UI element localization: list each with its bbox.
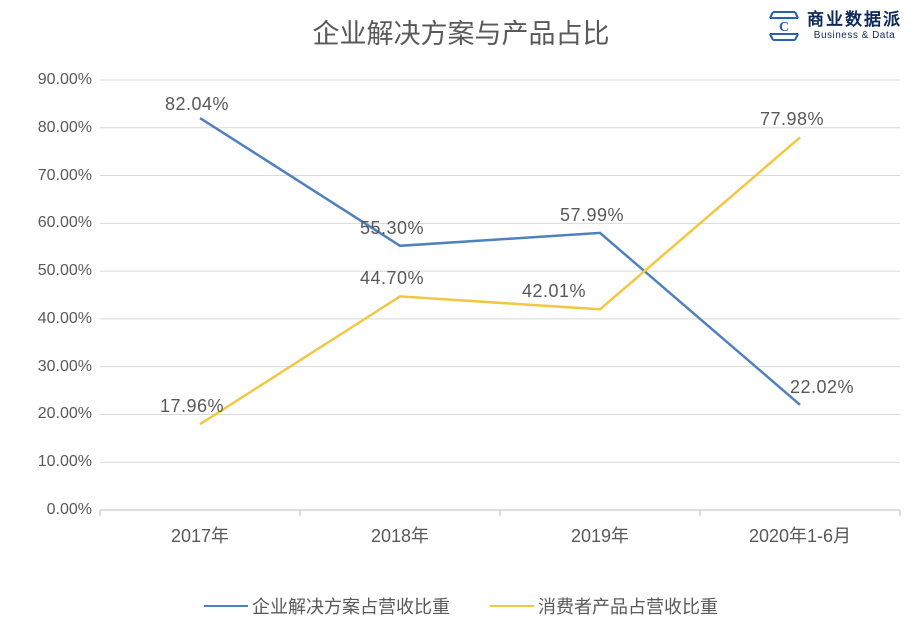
y-axis-label: 40.00% [38,310,92,328]
data-label: 22.02% [790,377,854,398]
y-axis-label: 20.00% [38,405,92,423]
svg-text:C: C [779,20,789,35]
legend-item-enterprise: 企业解决方案占营收比重 [204,593,450,619]
series-line [200,118,800,405]
legend-swatch-1 [490,605,534,608]
data-label: 42.01% [522,281,586,302]
y-axis-label: 70.00% [38,167,92,185]
data-label: 17.96% [160,396,224,417]
logo-icon: C [767,8,801,44]
y-axis-label: 10.00% [38,453,92,471]
data-label: 44.70% [360,268,424,289]
data-label: 82.04% [165,94,229,115]
data-label: 55.30% [360,218,424,239]
x-axis-label: 2018年 [340,522,460,548]
legend-swatch-0 [204,605,248,608]
series-line [200,137,800,424]
y-axis-label: 50.00% [38,262,92,280]
y-axis-label: 60.00% [38,214,92,232]
x-axis-label: 2017年 [140,522,260,548]
line-chart: 0.00% 10.00% 20.00% 30.00% 40.00% 50.00% 60.00… [0,60,922,570]
chart-legend: 企业解决方案占营收比重 消费者产品占营收比重 [0,593,922,619]
legend-label-0: 企业解决方案占营收比重 [252,593,450,619]
legend-item-consumer: 消费者产品占营收比重 [490,593,718,619]
x-axis-label: 2019年 [540,522,660,548]
brand-logo: C 商业数据派 Business & Data [767,8,902,44]
logo-text-cn: 商业数据派 [807,11,902,30]
data-label: 77.98% [760,109,824,130]
x-axis-label: 2020年1-6月 [740,522,860,548]
data-label: 57.99% [560,205,624,226]
legend-label-1: 消费者产品占营收比重 [538,593,718,619]
y-axis-label: 80.00% [38,119,92,137]
y-axis-label: 30.00% [38,358,92,376]
y-axis-label: 90.00% [38,71,92,89]
chart-svg [0,60,922,570]
y-axis-label: 0.00% [47,501,92,519]
logo-text-en: Business & Data [814,30,895,41]
